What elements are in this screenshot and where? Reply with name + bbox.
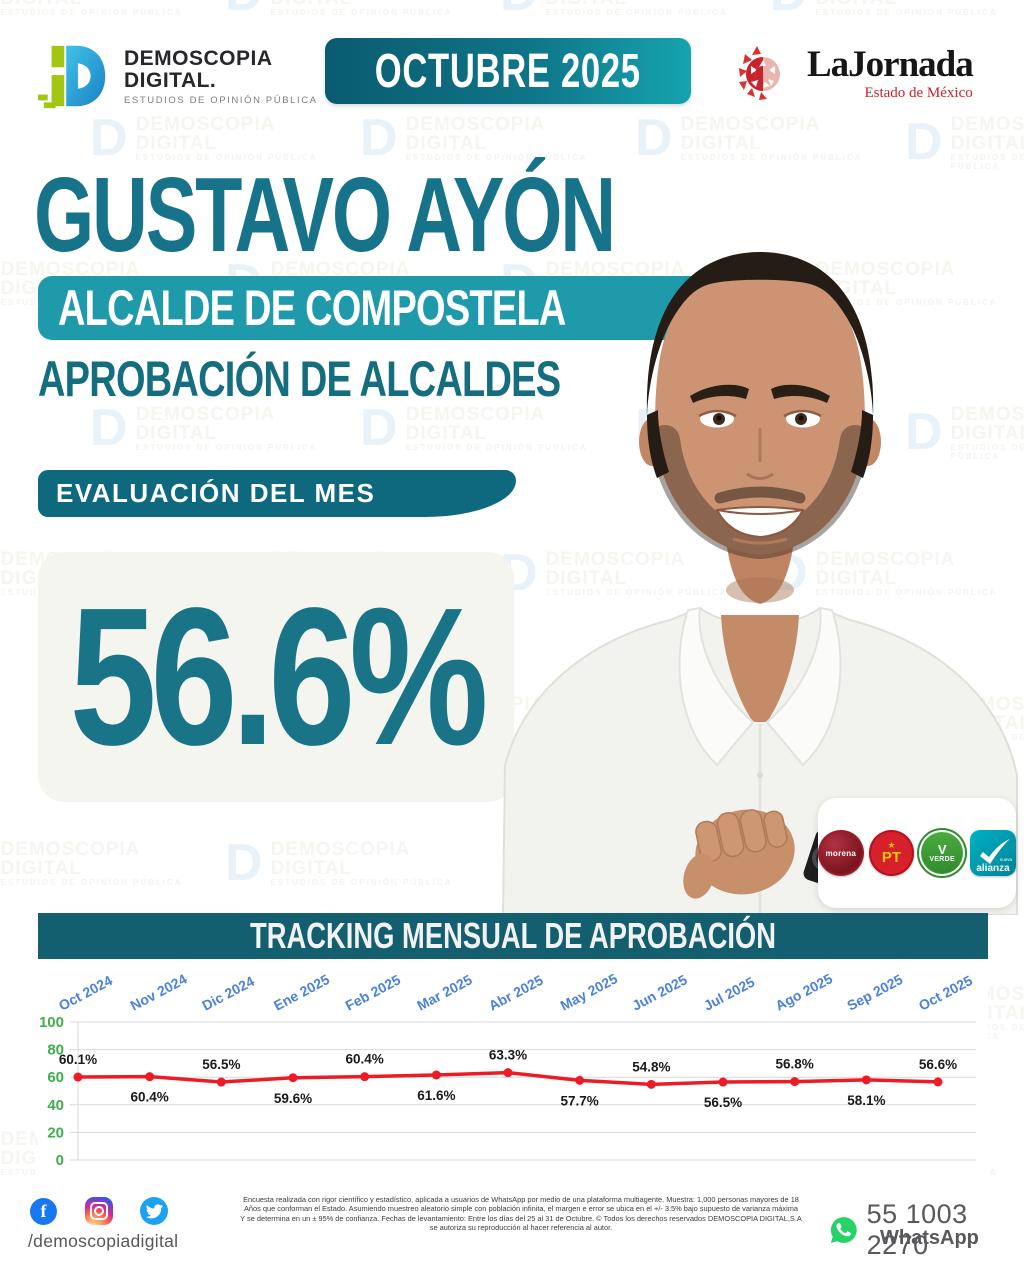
svg-text:0: 0: [56, 1152, 64, 1169]
disclaimer-line: Encuesta realizada con rigor científico …: [243, 1195, 799, 1204]
lajornada-region: Estado de México: [864, 85, 973, 101]
svg-text:56.8%: 56.8%: [776, 1057, 814, 1072]
pt-star-icon: ★: [887, 840, 896, 850]
svg-text:59.6%: 59.6%: [274, 1091, 312, 1106]
svg-text:Ago 2025: Ago 2025: [773, 970, 836, 1013]
svg-text:Mar 2025: Mar 2025: [414, 971, 475, 1013]
page-subtitle: APROBACIÓN DE ALCALDES: [38, 351, 561, 407]
svg-text:Jul 2025: Jul 2025: [701, 973, 757, 1013]
period-banner: OCTUBRE 2025: [325, 38, 691, 104]
role-badge: ALCALDE DE COMPOSTELA: [38, 276, 746, 340]
party-label-verde: VERDE: [929, 856, 955, 863]
whatsapp-contact[interactable]: 55 1003 2270: [830, 1199, 1024, 1261]
svg-text:56.5%: 56.5%: [704, 1095, 742, 1110]
svg-text:61.6%: 61.6%: [417, 1088, 455, 1103]
disclaimer-line: se autoriza su reproducción al hacer ref…: [429, 1223, 613, 1233]
role-badge-text: ALCALDE DE COMPOSTELA: [58, 280, 566, 336]
demoscopia-logo: DEMOSCOPIA DIGITAL. ESTUDIOS DE OPINIÓN …: [36, 38, 318, 116]
disclaimer-line: Años que conforman el Estado. Asumiendo …: [244, 1204, 798, 1214]
svg-text:57.7%: 57.7%: [561, 1093, 599, 1108]
alianza-word-alianza: alianza: [976, 863, 1010, 874]
brand-name-line1: DEMOSCOPIA: [124, 46, 273, 70]
svg-text:60.4%: 60.4%: [131, 1090, 169, 1105]
whatsapp-number: 55 1003 2270: [866, 1199, 968, 1260]
svg-text:80: 80: [47, 1042, 64, 1059]
alianza-check-icon: [980, 839, 1011, 864]
svg-text:40: 40: [47, 1097, 64, 1114]
approval-score: 56.6%: [69, 567, 489, 786]
portrait-of-gustavo-ayon: [501, 252, 1018, 915]
svg-text:56.5%: 56.5%: [202, 1057, 240, 1072]
tracking-banner: TRACKING MENSUAL DE APROBACIÓN: [38, 913, 988, 959]
facebook-icon[interactable]: f: [30, 1198, 57, 1225]
svg-text:54.8%: 54.8%: [632, 1059, 670, 1074]
whatsapp-icon: [830, 1217, 857, 1243]
svg-text:Oct 2024: Oct 2024: [56, 972, 115, 1014]
lajornada-sun-icon: [739, 46, 795, 102]
party-label-pt: PT: [881, 849, 902, 866]
svg-text:58.1%: 58.1%: [847, 1093, 885, 1108]
svg-text:May 2025: May 2025: [558, 970, 621, 1013]
brand-name-line2: DIGITAL.: [124, 69, 217, 92]
party-logo-pt: ★ PT: [868, 830, 915, 876]
svg-text:Dic 2024: Dic 2024: [199, 973, 257, 1014]
svg-text:20: 20: [47, 1124, 64, 1141]
approval-tracking-chart: 0 20 40 60 80 100 Oct 2024 Nov 2024 Dic 2024 Ene …: [38, 959, 988, 1181]
svg-text:100: 100: [39, 1014, 64, 1031]
social-handle: /demoscopiadigital: [28, 1231, 179, 1251]
svg-text:Abr 2025: Abr 2025: [486, 972, 546, 1014]
tracking-banner-text: TRACKING MENSUAL DE APROBACIÓN: [250, 915, 776, 956]
twitter-icon[interactable]: [140, 1197, 168, 1225]
demoscopia-d-icon: [37, 45, 106, 109]
page-title: GUSTAVO AYÓN: [34, 156, 616, 274]
party-logo-nueva-alianza: nueva alianza: [970, 830, 1017, 876]
lajornada-logo: LaJornada Estado de México: [735, 42, 974, 106]
party-logos-card: morena ★ PT V VERDE nueva alianza: [818, 798, 1017, 908]
svg-text:Sep 2025: Sep 2025: [844, 971, 905, 1014]
alianza-word-nueva: nueva: [999, 857, 1013, 862]
svg-text:56.6%: 56.6%: [919, 1057, 957, 1072]
party-label-morena: morena: [825, 848, 857, 858]
twitter-bird-glyph: [145, 1203, 163, 1218]
svg-text:60: 60: [47, 1069, 64, 1086]
svg-text:Ene 2025: Ene 2025: [271, 971, 332, 1014]
disclaimer-line: Y se determina en un ± 95% de confianza.…: [240, 1213, 802, 1223]
svg-text:Nov 2024: Nov 2024: [128, 971, 190, 1014]
svg-text:63.3%: 63.3%: [489, 1048, 527, 1063]
evaluation-banner-text: EVALUACIÓN DEL MES: [56, 478, 376, 508]
lajornada-name: LaJornada: [807, 44, 974, 85]
whatsapp-label[interactable]: WhatsApp: [880, 1227, 979, 1249]
svg-text:Jun 2025: Jun 2025: [629, 971, 690, 1013]
party-logo-morena: morena: [818, 830, 864, 876]
brand-tagline: ESTUDIOS DE OPINIÓN PÚBLICA: [124, 95, 318, 107]
party-logo-verde: V VERDE: [917, 828, 968, 878]
footer: f /demoscopiadigital Encuesta realizada …: [0, 1185, 1024, 1271]
period-banner-text: OCTUBRE 2025: [375, 44, 642, 98]
svg-text:60.1%: 60.1%: [59, 1052, 97, 1067]
verde-check-icon: V: [937, 842, 947, 857]
evaluation-banner: EVALUACIÓN DEL MES: [38, 470, 516, 517]
instagram-icon[interactable]: [85, 1197, 113, 1225]
facebook-glyph: f: [40, 1201, 47, 1221]
approval-score-card: 56.6%: [38, 552, 514, 802]
svg-text:Oct 2025: Oct 2025: [916, 972, 975, 1014]
methodology-disclaimer: Encuesta realizada con rigor científico …: [240, 1195, 802, 1233]
svg-text:Feb 2025: Feb 2025: [343, 971, 404, 1013]
svg-text:60.4%: 60.4%: [346, 1052, 384, 1067]
